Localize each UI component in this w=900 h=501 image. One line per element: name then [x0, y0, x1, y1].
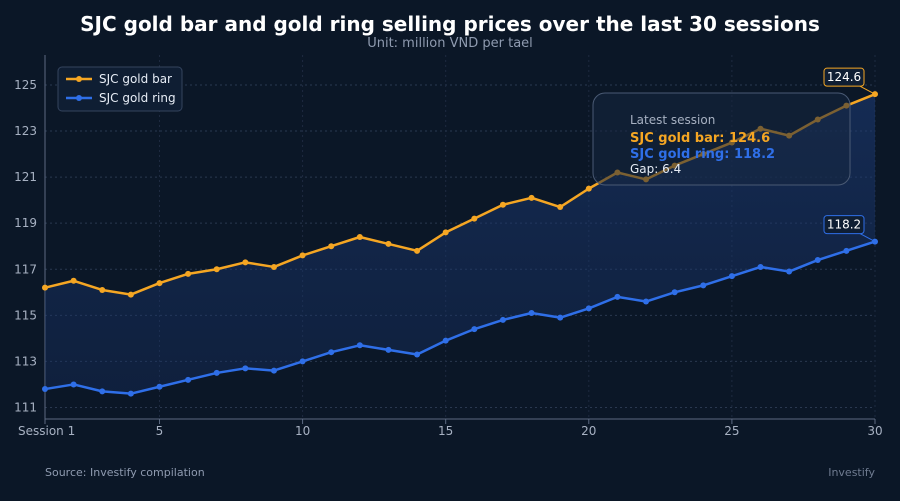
info-box-frame [592, 92, 851, 186]
data-point-gold-ring [156, 383, 163, 390]
data-point-gold-ring [643, 298, 650, 305]
data-point-gold-bar [414, 247, 421, 254]
data-point-gold-bar [156, 280, 163, 287]
data-point-gold-ring [127, 390, 134, 397]
data-point-gold-bar [356, 234, 363, 240]
data-point-gold-bar [528, 194, 535, 201]
info-box-gap-value: Gap: 6.4 [630, 162, 681, 176]
x-tick-label: 20 [581, 424, 596, 438]
data-point-gold-bar [127, 291, 134, 298]
callout-box-gold-bar [823, 67, 865, 87]
y-tick-label: 115 [14, 308, 37, 322]
data-point-gold-ring [70, 381, 77, 388]
brand-mark: Investify [828, 466, 875, 479]
data-point-gold-bar [299, 252, 306, 259]
source-note: Source: Investify compilation [45, 466, 205, 479]
data-point-gold-ring [442, 337, 449, 344]
data-point-gold-bar [42, 284, 48, 291]
series-gold-ring [42, 238, 878, 397]
y-tick-label: 117 [14, 262, 37, 276]
data-point-gold-bar [99, 286, 106, 293]
data-point-gold-ring [42, 386, 48, 393]
axes: 111 113 115 117 119 121 123 125 Session 1 5 10 15 20… [14, 55, 883, 438]
data-point-gold-bar [557, 204, 564, 211]
x-tick-label: 10 [295, 424, 310, 438]
latest-session-info-box: Latest session SJC gold bar: 124.6 SJC g… [592, 92, 851, 186]
data-point-gold-ring [213, 369, 220, 376]
data-point-gold-ring [471, 326, 478, 333]
end-value-callouts: 124.6 118.2 [823, 67, 876, 243]
info-box-bar-value: SJC gold bar: 124.6 [630, 131, 770, 146]
data-point-gold-ring [385, 346, 392, 353]
x-tick-label: 30 [867, 424, 882, 438]
end-callout-gold-bar: 124.6 [823, 67, 876, 95]
data-point-gold-ring [814, 257, 821, 264]
data-point-gold-ring [99, 388, 106, 395]
legend-label-gold-bar: SJC gold bar [99, 72, 172, 86]
data-point-gold-ring [728, 273, 735, 280]
data-point-gold-bar [185, 270, 192, 277]
data-point-gold-ring [356, 342, 363, 349]
chart-subtitle: Unit: million VND per tael [367, 36, 533, 51]
callout-leader-gold-ring [859, 233, 876, 243]
y-tick-label: 113 [14, 354, 37, 368]
callout-box-gold-ring [823, 215, 865, 235]
data-point-gold-ring [270, 367, 277, 374]
data-point-gold-bar [213, 266, 220, 273]
data-point-gold-ring [671, 289, 678, 296]
data-point-gold-bar [385, 240, 392, 247]
x-tick-label: 15 [438, 424, 453, 438]
data-point-gold-ring [414, 351, 421, 358]
data-point-gold-bar [471, 215, 478, 222]
y-tick-label: 119 [14, 216, 37, 230]
x-tick-label: 25 [724, 424, 739, 438]
chart-title: SJC gold bar and gold ring selling price… [80, 12, 820, 36]
callout-value-gold-bar: 124.6 [827, 70, 861, 84]
info-box-ring-value: SJC gold ring: 118.2 [630, 147, 775, 162]
data-point-gold-ring [843, 247, 850, 254]
data-point-gold-bar [270, 263, 277, 270]
legend-marker-gold-ring [76, 95, 82, 101]
end-callout-gold-ring: 118.2 [823, 215, 876, 243]
y-tick-label: 111 [14, 400, 37, 414]
legend: SJC gold bar SJC gold ring [57, 66, 183, 112]
data-point-gold-ring [585, 305, 592, 312]
data-point-gold-bar [242, 259, 249, 266]
y-tick-label: 123 [14, 124, 37, 138]
series-line-gold-ring [44, 240, 876, 395]
data-point-gold-ring [499, 316, 506, 323]
data-point-gold-ring [557, 314, 564, 321]
data-point-gold-ring [185, 376, 192, 383]
x-tick-label: Session 1 [18, 424, 75, 438]
data-point-gold-ring [614, 293, 621, 300]
data-point-gold-ring [528, 310, 535, 317]
data-point-gold-ring [299, 358, 306, 365]
legend-marker-gold-bar [76, 76, 82, 82]
data-point-gold-bar [442, 229, 449, 236]
data-point-gold-bar [328, 243, 335, 250]
y-tick-label: 125 [14, 78, 37, 92]
x-tick-label: 5 [156, 424, 164, 438]
data-point-gold-bar [70, 277, 77, 284]
data-point-gold-ring [757, 263, 764, 270]
info-box-heading: Latest session [630, 113, 715, 127]
data-point-gold-ring [242, 365, 249, 372]
legend-label-gold-ring: SJC gold ring [99, 91, 176, 105]
data-point-gold-bar [585, 185, 592, 192]
callout-leader-gold-bar [859, 85, 876, 95]
y-tick-label: 121 [14, 170, 37, 184]
data-point-gold-ring [786, 268, 793, 275]
data-point-gold-ring [328, 349, 335, 356]
data-point-gold-bar [499, 201, 506, 208]
callout-value-gold-ring: 118.2 [827, 218, 861, 232]
data-point-gold-ring [700, 282, 707, 289]
